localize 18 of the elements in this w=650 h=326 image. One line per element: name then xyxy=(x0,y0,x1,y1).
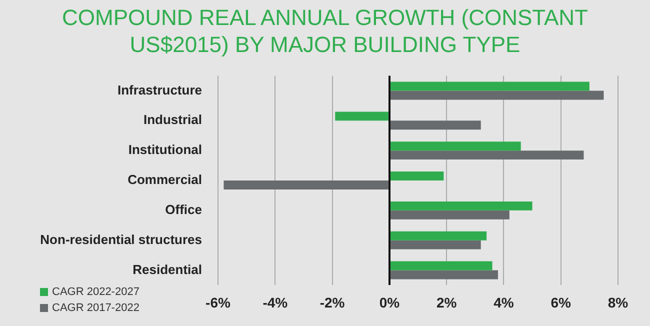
x-tick-label: 2% xyxy=(436,294,458,310)
y-tick-label: Institutional xyxy=(128,142,202,158)
y-tick-label: Infrastructure xyxy=(117,82,202,98)
y-tick-label: Office xyxy=(165,202,202,217)
x-tick-label: 4% xyxy=(494,294,514,310)
legend-label: CAGR 2022-2027 xyxy=(52,286,140,298)
x-tick-label: 0% xyxy=(379,294,400,310)
y-tick-label: Non-residential structures xyxy=(40,232,202,247)
x-tick-label: -2% xyxy=(320,294,346,310)
y-tick-label: Commercial xyxy=(128,172,202,188)
x-tick-label: 6% xyxy=(550,294,572,310)
x-tick-label: 8% xyxy=(608,294,629,310)
legend-label: CAGR 2017-2022 xyxy=(52,302,140,314)
x-tick-label: -6% xyxy=(206,294,231,310)
y-tick-label: Industrial xyxy=(143,112,202,128)
y-tick-label: Residential xyxy=(132,262,202,277)
chart-title: COMPOUND REAL ANNUAL GROWTH (CONSTANT US$2015) BY MAJOR BUILDING TYPE xyxy=(61,4,589,58)
x-tick-label: -4% xyxy=(262,294,288,310)
